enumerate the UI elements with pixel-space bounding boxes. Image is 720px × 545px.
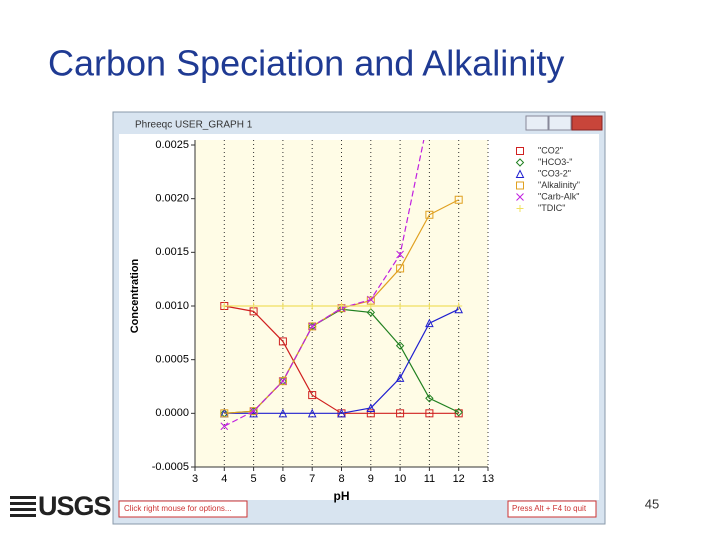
marker [278, 337, 287, 346]
x-tick-label: 8 [338, 473, 344, 485]
marker [249, 407, 258, 416]
window-title: Phreeqc USER_GRAPH 1 [135, 120, 253, 131]
legend-marker [515, 158, 525, 167]
marker [278, 377, 287, 386]
x-tick-label: 12 [453, 473, 465, 485]
logo-text: USGS [38, 491, 111, 521]
marker [454, 195, 463, 204]
legend-label: "Alkalinity" [538, 180, 580, 190]
legend-marker [515, 169, 525, 178]
y-tick-label: 0.0015 [155, 246, 189, 258]
marker [395, 341, 405, 350]
marker [454, 409, 463, 418]
x-tick-label: 5 [251, 473, 257, 485]
marker [279, 302, 287, 310]
x-tick-label: 9 [368, 473, 374, 485]
legend-marker [516, 205, 524, 212]
y-tick-label: 0.0020 [155, 193, 189, 205]
y-tick-label: 0.0010 [155, 300, 189, 312]
usgs-logo: USGS [10, 491, 112, 521]
marker [366, 409, 375, 418]
marker [396, 409, 405, 418]
series-layer [219, 2, 464, 431]
marker [308, 322, 317, 331]
legend-label: "TDIC" [538, 203, 565, 213]
marker [366, 295, 375, 304]
y-tick-label: 0.0005 [155, 354, 189, 366]
marker [366, 308, 376, 317]
marker [396, 264, 405, 273]
marker [308, 322, 317, 331]
slide-title: Carbon Speciation and Alkalinity [48, 43, 564, 84]
marker [307, 408, 317, 418]
close-button[interactable] [571, 115, 603, 131]
marker [455, 302, 463, 310]
marker [425, 394, 434, 403]
legend-marker [516, 181, 524, 190]
marker [220, 409, 229, 418]
marker [220, 302, 228, 310]
legend-label: "CO2" [538, 145, 563, 155]
status-right: Press Alt + F4 to quit [512, 504, 587, 513]
marker [455, 2, 462, 9]
x-tick-label: 13 [482, 473, 494, 485]
y-tick-label: 0.0025 [155, 139, 189, 151]
marker [250, 302, 258, 310]
legend-marker [516, 193, 524, 201]
status-left: Click right mouse for options... [124, 504, 232, 513]
page-number: 45 [645, 496, 659, 511]
x-tick-label: 11 [424, 473, 435, 485]
plot: 3 4 5 6 7 8 9 10 11 12 13 -0.0005 0.0000 0.0005 0.0010… [129, 2, 580, 503]
x-tick-label: 3 [192, 473, 198, 485]
series-line [224, 308, 459, 414]
marker [308, 391, 317, 400]
marker [396, 250, 404, 259]
marker [249, 407, 258, 416]
legend-label: "CO3-2" [538, 168, 571, 178]
marker [366, 403, 376, 412]
x-tick-label: 7 [309, 473, 315, 485]
marker [308, 302, 316, 310]
marker [425, 318, 434, 328]
x-axis-label: pH [334, 489, 350, 503]
legend-label: "Carb-Alk" [538, 191, 579, 201]
marker [396, 302, 404, 310]
y-tick-label: -0.0005 [152, 461, 189, 473]
marker [278, 408, 288, 418]
marker [338, 302, 345, 310]
x-tick-label: 6 [280, 473, 286, 485]
y-axis-label: Concentration [129, 258, 141, 333]
marker [220, 422, 229, 431]
maximize-button[interactable] [548, 115, 572, 131]
marker [425, 210, 434, 219]
marker [425, 409, 434, 418]
marker [279, 377, 287, 385]
marker [367, 302, 375, 310]
marker [425, 302, 433, 310]
marker [454, 408, 463, 417]
legend-marker [516, 147, 524, 155]
marker [395, 373, 405, 382]
marker [337, 408, 346, 418]
x-tick-label: 10 [394, 473, 406, 485]
x-tick-label: 4 [221, 473, 227, 485]
y-tick-label: 0.0000 [155, 407, 189, 419]
marker [454, 304, 464, 314]
minimize-button[interactable] [525, 115, 549, 131]
legend-label: "HCO3-" [538, 157, 572, 167]
